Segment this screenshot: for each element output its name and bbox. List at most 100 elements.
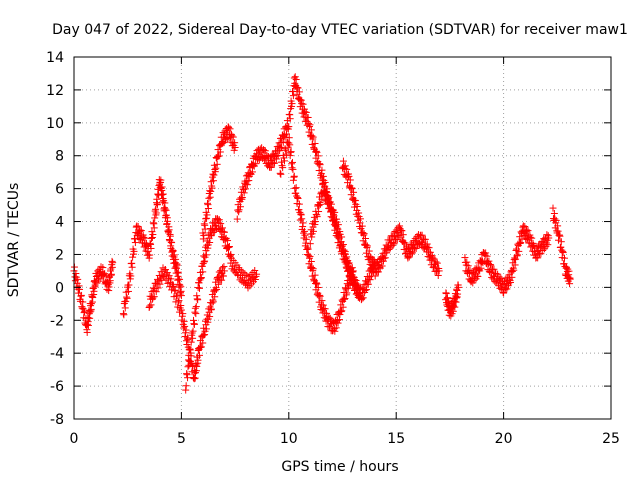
data-point: [315, 202, 323, 210]
data-point: [157, 176, 165, 184]
data-point: [203, 211, 211, 219]
data-point: [557, 238, 565, 246]
data-point: [225, 242, 233, 250]
data-point: [185, 357, 193, 365]
data-point: [79, 298, 87, 306]
data-point: [209, 298, 217, 306]
data-point: [123, 294, 131, 302]
data-point: [151, 214, 159, 222]
axes: -8 -6 -4 -2 0 2 4 6 8 10 12 14 0 5 10 15 20 25: [46, 50, 620, 447]
data-point: [197, 343, 205, 351]
data-point: [200, 231, 208, 239]
data-point: [346, 176, 354, 184]
data-point: [157, 268, 165, 276]
data-point: [526, 233, 534, 241]
data-point: [107, 270, 115, 278]
data-point: [453, 286, 461, 294]
data-point: [243, 181, 251, 189]
data-point: [294, 194, 302, 202]
data-point: [334, 221, 342, 229]
data-point: [482, 249, 490, 257]
data-point: [454, 290, 462, 298]
data-point: [298, 215, 306, 223]
data-point: [313, 280, 321, 288]
y-tick-label: 12: [46, 83, 64, 99]
data-point: [171, 287, 179, 295]
data-point: [173, 261, 181, 269]
data-point: [534, 254, 542, 262]
data-point: [153, 275, 161, 283]
data-point: [350, 273, 358, 281]
data-point: [393, 236, 401, 244]
data-point: [334, 319, 342, 327]
data-point: [304, 245, 312, 253]
data-point: [109, 259, 117, 267]
data-point: [565, 267, 573, 275]
data-point: [215, 216, 223, 224]
data-point: [544, 241, 552, 249]
data-point: [134, 222, 142, 230]
data-point: [339, 303, 347, 311]
data-point: [508, 273, 516, 281]
data-point: [128, 263, 136, 271]
data-point: [309, 133, 317, 141]
data-point: [146, 251, 154, 259]
data-point: [219, 272, 227, 280]
data-point: [400, 238, 408, 246]
data-point: [102, 272, 110, 280]
data-point: [108, 257, 116, 265]
data-point: [507, 278, 515, 286]
data-point: [311, 271, 319, 279]
data-point: [187, 338, 195, 346]
data-point: [214, 280, 222, 288]
data-point: [170, 251, 178, 259]
data-point: [74, 275, 82, 283]
data-point: [523, 226, 531, 234]
data-point: [313, 213, 321, 221]
data-point: [127, 272, 135, 280]
data-point: [251, 266, 259, 274]
data-point: [517, 239, 525, 247]
data-point: [277, 143, 285, 151]
data-point: [194, 296, 202, 304]
data-point: [78, 304, 86, 312]
data-point: [305, 251, 313, 259]
data-point: [166, 237, 174, 245]
data-point: [288, 100, 296, 108]
data-point: [169, 247, 177, 255]
x-tick-label: 0: [70, 431, 79, 447]
data-point: [412, 244, 420, 252]
data-point: [290, 172, 298, 180]
data-point: [288, 158, 296, 166]
data-point: [161, 199, 169, 207]
data-point: [226, 125, 234, 133]
data-point: [261, 147, 269, 155]
data-point: [271, 159, 279, 167]
data-point: [371, 272, 379, 280]
data-point: [194, 356, 202, 364]
data-point: [528, 234, 536, 242]
data-point: [235, 206, 243, 214]
data-point: [124, 287, 132, 295]
data-point: [367, 254, 375, 262]
data-point: [425, 244, 433, 252]
data-point: [356, 215, 364, 223]
data-point: [318, 297, 326, 305]
data-point: [477, 264, 485, 272]
data-point: [401, 239, 409, 247]
data-point: [432, 258, 440, 266]
data-point: [225, 124, 233, 132]
data-point: [216, 148, 224, 156]
data-point: [556, 232, 564, 240]
y-tick-label: -6: [50, 379, 64, 395]
data-point: [173, 292, 181, 300]
data-point: [308, 132, 316, 140]
data-point: [338, 307, 346, 315]
data-point: [385, 245, 393, 253]
data-point: [421, 235, 429, 243]
data-point: [306, 240, 314, 248]
data-point: [196, 351, 204, 359]
data-point: [184, 374, 192, 382]
data-point: [380, 254, 388, 262]
data-point: [362, 286, 370, 294]
